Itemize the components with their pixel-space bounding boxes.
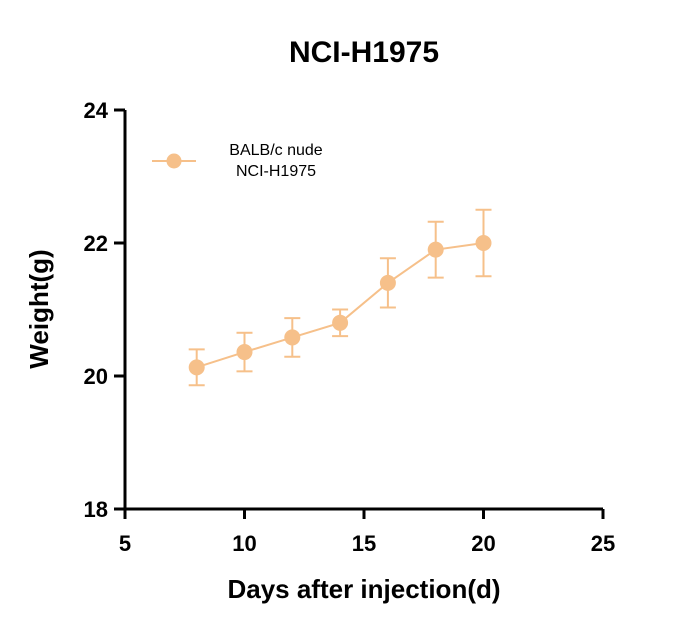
legend-label-line-1: BALB/c nude [229,142,323,159]
y-tick-label: 18 [84,497,108,522]
chart-title: NCI-H1975 [289,36,439,69]
y-tick-label: 20 [84,364,108,389]
ticks: 5 10 15 20 25 18 20 22 24 [84,98,616,556]
data-point [475,235,492,251]
x-tick-label: 25 [591,531,615,556]
data-point [332,314,349,331]
legend-label-line-2: NCI-H1975 [236,163,316,180]
y-tick-label: 24 [84,98,109,123]
data-point [236,344,253,361]
x-axis-label: Days after injection(d) [227,574,500,604]
y-tick-label: 22 [84,231,108,256]
data-point [284,329,301,346]
data-point [427,241,444,258]
x-tick-label: 20 [471,531,495,556]
axes [123,110,603,511]
y-axis-label: Weight(g) [24,249,54,368]
legend-marker [166,153,182,169]
x-tick-label: 5 [119,531,131,556]
data-point [379,274,396,291]
data-point [188,359,205,376]
x-tick-label: 15 [352,531,376,556]
x-tick-label: 10 [232,531,256,556]
series-layer [188,208,492,387]
legend: BALB/c nude NCI-H1975 [152,142,323,180]
